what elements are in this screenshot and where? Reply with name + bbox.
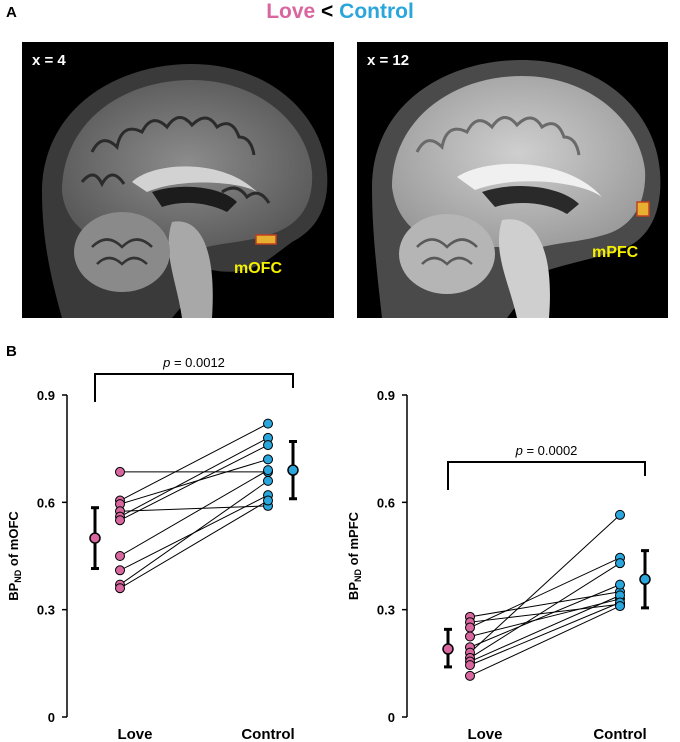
chart-mofc: 0 0.3 0.6 0.9 Love Control BPND of mOFC p = 0.0…: [6, 355, 299, 742]
panel-a-label: A: [6, 4, 17, 21]
y-tick-label: 0.6: [37, 495, 55, 510]
control-point: [615, 509, 625, 520]
x-label-control: Control: [593, 726, 646, 742]
x-label-control: Control: [241, 726, 294, 742]
y-tick-label: 0.9: [377, 388, 395, 403]
y-axis-label: BPND of mPFC: [346, 511, 363, 600]
love-point: [115, 565, 125, 576]
love-mean-point: [89, 532, 101, 544]
x-label-love: Love: [117, 726, 152, 742]
p-value-label: p = 0.0012: [162, 355, 225, 370]
significance-bracket: [447, 461, 646, 490]
y-tick-label: 0.9: [37, 388, 55, 403]
mri-image-right: x = 12 mPFC: [357, 42, 668, 318]
p-value-label: p = 0.0002: [515, 443, 578, 458]
control-mean-point: [287, 464, 299, 476]
love-point: [465, 631, 475, 642]
pair-line: [119, 505, 269, 512]
title-control: Control: [339, 0, 414, 23]
pair-line: [119, 469, 269, 557]
control-point: [263, 454, 273, 465]
pair-line: [469, 591, 621, 618]
love-mean-point: [442, 643, 454, 655]
pair-line: [119, 480, 269, 586]
y-tick-label: 0: [48, 710, 55, 725]
pair-line: [469, 562, 621, 659]
pair-line: [469, 557, 621, 629]
pair-line: [119, 437, 269, 518]
control-point: [263, 418, 273, 429]
brain-sagittal-left: [42, 64, 328, 318]
control-point: [615, 558, 625, 569]
slice-label-left: x = 4: [32, 52, 66, 69]
control-point: [263, 440, 273, 451]
y-tick-label: 0.3: [37, 603, 55, 618]
control-point: [263, 475, 273, 486]
roi-label-mpfc: mPFC: [592, 244, 639, 261]
love-point: [115, 466, 125, 477]
control-point: [615, 579, 625, 590]
panel-b-label: B: [6, 343, 17, 360]
love-point: [465, 670, 475, 681]
roi-label-mofc: mOFC: [234, 260, 282, 277]
pair-line: [469, 602, 621, 666]
pair-line: [119, 444, 269, 521]
chart-mpfc: 0 0.3 0.6 0.9 Love Control BPND of mPFC p = 0.0…: [346, 388, 651, 742]
pair-line: [469, 514, 621, 653]
control-point: [263, 495, 273, 506]
mri-image-left: x = 4 mOFC: [22, 42, 334, 318]
title-love: Love: [266, 0, 316, 23]
significance-bracket: [94, 373, 294, 402]
pair-line: [469, 594, 621, 663]
control-mean-point: [639, 573, 651, 586]
love-point: [115, 583, 125, 594]
y-tick-label: 0.6: [377, 495, 395, 510]
y-tick-label: 0.3: [377, 603, 395, 618]
love-point: [115, 551, 125, 561]
figure-title: Love < Control: [0, 0, 680, 24]
slice-label-right: x = 12: [367, 52, 410, 69]
love-point: [465, 622, 475, 633]
pair-line: [469, 584, 621, 648]
pair-line: [469, 605, 621, 677]
control-point: [615, 601, 625, 612]
y-tick-label: 0: [388, 710, 395, 725]
y-axis-label: BPND of mOFC: [6, 511, 23, 601]
pair-line: [119, 500, 269, 589]
x-label-love: Love: [467, 726, 502, 742]
title-less-than: <: [321, 0, 334, 23]
brain-sagittal-right: [372, 60, 661, 318]
pair-line: [119, 423, 269, 501]
love-point: [115, 515, 125, 526]
love-point: [465, 660, 475, 671]
pair-line: [119, 458, 269, 505]
control-point: [263, 465, 273, 476]
pair-line: [469, 603, 621, 623]
